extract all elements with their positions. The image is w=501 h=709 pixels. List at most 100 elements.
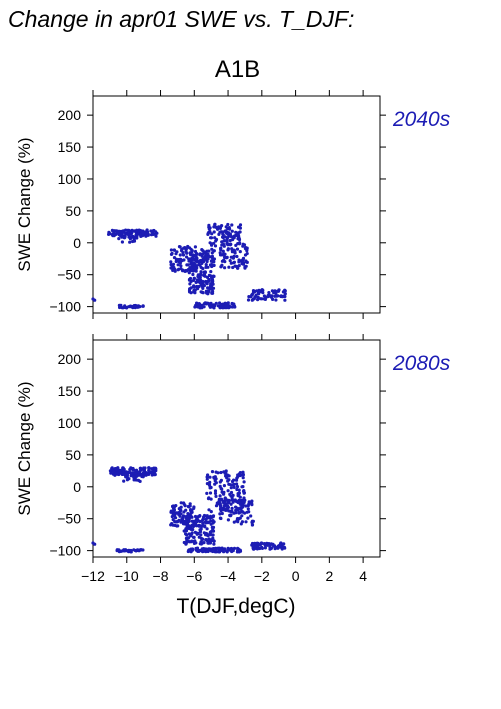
data-point xyxy=(266,294,270,299)
data-point xyxy=(115,548,119,552)
data-point xyxy=(232,485,236,489)
data-point xyxy=(269,542,273,546)
data-point xyxy=(220,487,224,491)
data-point xyxy=(222,501,226,505)
data-point xyxy=(193,254,197,258)
data-point xyxy=(244,260,248,264)
data-point xyxy=(174,259,178,264)
data-point xyxy=(204,517,208,522)
data-point xyxy=(178,261,182,265)
data-point xyxy=(187,519,191,524)
data-point xyxy=(262,294,266,298)
data-point xyxy=(170,251,174,256)
data-point xyxy=(219,504,223,508)
data-point xyxy=(260,546,264,551)
data-point xyxy=(224,225,228,229)
data-point xyxy=(232,248,236,252)
data-point xyxy=(199,270,203,274)
data-point xyxy=(178,506,182,510)
data-point xyxy=(193,245,197,249)
data-point xyxy=(262,542,266,546)
data-point xyxy=(241,261,246,265)
data-point xyxy=(93,542,97,546)
data-point xyxy=(227,226,231,230)
data-point xyxy=(235,482,239,486)
data-point xyxy=(125,549,129,553)
panel-2040s: −100 −50 0 50 100 150 200 SWE Change (%) 2040s xyxy=(15,90,451,319)
data-point xyxy=(199,527,203,531)
period-label: 2040s xyxy=(392,108,451,131)
data-point xyxy=(206,286,210,290)
data-point xyxy=(237,491,241,495)
data-point xyxy=(180,517,184,521)
data-point xyxy=(236,242,240,246)
data-point xyxy=(182,521,186,525)
data-point xyxy=(177,245,182,249)
data-point xyxy=(124,475,128,479)
data-point xyxy=(235,254,239,259)
data-point xyxy=(189,515,193,519)
data-point xyxy=(205,491,209,495)
data-point xyxy=(227,509,231,513)
data-point xyxy=(229,305,233,309)
data-point xyxy=(241,489,246,493)
data-point xyxy=(231,483,235,487)
data-point xyxy=(153,472,157,477)
data-point xyxy=(197,263,201,267)
data-point xyxy=(191,272,195,277)
data-point xyxy=(189,511,193,515)
data-point xyxy=(225,231,229,235)
data-point xyxy=(241,476,245,480)
data-point xyxy=(218,251,222,255)
data-point xyxy=(133,306,137,310)
data-point xyxy=(251,542,255,546)
data-point xyxy=(213,489,218,493)
data-point xyxy=(154,234,158,238)
data-point xyxy=(218,230,222,234)
data-point xyxy=(235,519,239,523)
data-point xyxy=(171,268,175,272)
y-tick-label: 0 xyxy=(73,479,81,495)
data-point xyxy=(223,229,228,233)
data-point xyxy=(179,512,183,516)
data-point xyxy=(241,256,246,260)
data-point xyxy=(206,301,210,305)
x-tick-label: −4 xyxy=(220,568,236,584)
data-point xyxy=(241,485,245,489)
data-point xyxy=(251,297,255,301)
data-point xyxy=(214,494,218,498)
data-point xyxy=(214,239,218,243)
data-point xyxy=(243,266,247,270)
data-point xyxy=(190,539,194,543)
data-point xyxy=(169,260,173,264)
data-point xyxy=(218,494,222,498)
data-point xyxy=(239,502,243,506)
data-point xyxy=(206,232,210,236)
data-point xyxy=(153,470,157,474)
data-point xyxy=(200,280,204,284)
data-point xyxy=(205,275,210,279)
data-point xyxy=(222,244,226,248)
data-point xyxy=(206,473,210,477)
data-point xyxy=(209,283,213,287)
y-tick-label: 100 xyxy=(58,171,82,187)
data-point xyxy=(199,283,203,287)
data-point xyxy=(256,298,260,302)
data-point xyxy=(188,287,192,291)
data-point xyxy=(184,508,188,512)
data-point xyxy=(174,504,178,508)
data-point xyxy=(224,474,228,478)
data-point xyxy=(246,298,251,302)
data-point xyxy=(214,301,218,305)
data-point xyxy=(219,265,223,269)
data-point xyxy=(282,545,286,549)
data-point xyxy=(279,294,283,298)
data-point xyxy=(223,235,227,239)
x-tick-label: −6 xyxy=(186,568,202,584)
data-point xyxy=(207,223,211,227)
data-point xyxy=(232,520,236,524)
data-point xyxy=(260,297,264,301)
data-point xyxy=(188,290,192,294)
data-point xyxy=(186,516,190,521)
